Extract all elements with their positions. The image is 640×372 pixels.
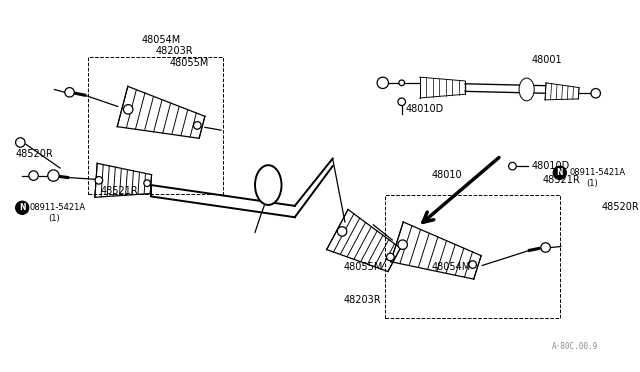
Circle shape — [509, 162, 516, 170]
Circle shape — [15, 201, 29, 214]
Text: 48001: 48001 — [531, 55, 562, 65]
Circle shape — [398, 98, 406, 106]
Text: A·80C.00.9: A·80C.00.9 — [552, 341, 598, 351]
Circle shape — [541, 243, 550, 252]
Ellipse shape — [519, 78, 534, 101]
Text: 48010: 48010 — [432, 170, 463, 180]
Circle shape — [553, 166, 566, 179]
Circle shape — [377, 77, 388, 89]
Circle shape — [193, 122, 201, 129]
Text: 48520R: 48520R — [15, 148, 53, 158]
Text: (1): (1) — [49, 214, 60, 223]
Text: 48010D: 48010D — [406, 104, 444, 114]
Text: 48203R: 48203R — [156, 46, 193, 56]
Circle shape — [469, 261, 476, 268]
Circle shape — [15, 138, 25, 147]
Circle shape — [399, 80, 404, 86]
Circle shape — [65, 87, 74, 97]
Text: N: N — [19, 203, 26, 212]
Text: 48520R: 48520R — [602, 202, 639, 212]
Circle shape — [398, 240, 408, 249]
Text: 08911-5421A: 08911-5421A — [569, 168, 625, 177]
Circle shape — [95, 177, 102, 184]
Circle shape — [124, 105, 133, 114]
Circle shape — [48, 170, 59, 181]
Text: 48010D: 48010D — [531, 161, 570, 171]
Circle shape — [591, 89, 600, 98]
Circle shape — [387, 253, 394, 261]
Text: 48521R: 48521R — [543, 175, 580, 185]
Text: 08911-5421A: 08911-5421A — [30, 203, 86, 212]
Circle shape — [144, 180, 150, 186]
Text: 48521R: 48521R — [100, 186, 138, 196]
Text: 48054M: 48054M — [141, 35, 180, 45]
Text: 48055M: 48055M — [170, 58, 209, 68]
Text: 48055M: 48055M — [344, 262, 383, 272]
Circle shape — [29, 171, 38, 180]
Text: 48054M: 48054M — [432, 262, 471, 272]
Ellipse shape — [255, 165, 282, 205]
Text: (1): (1) — [586, 179, 598, 187]
Text: 48203R: 48203R — [344, 295, 381, 305]
Text: N: N — [557, 168, 563, 177]
Circle shape — [337, 227, 347, 236]
